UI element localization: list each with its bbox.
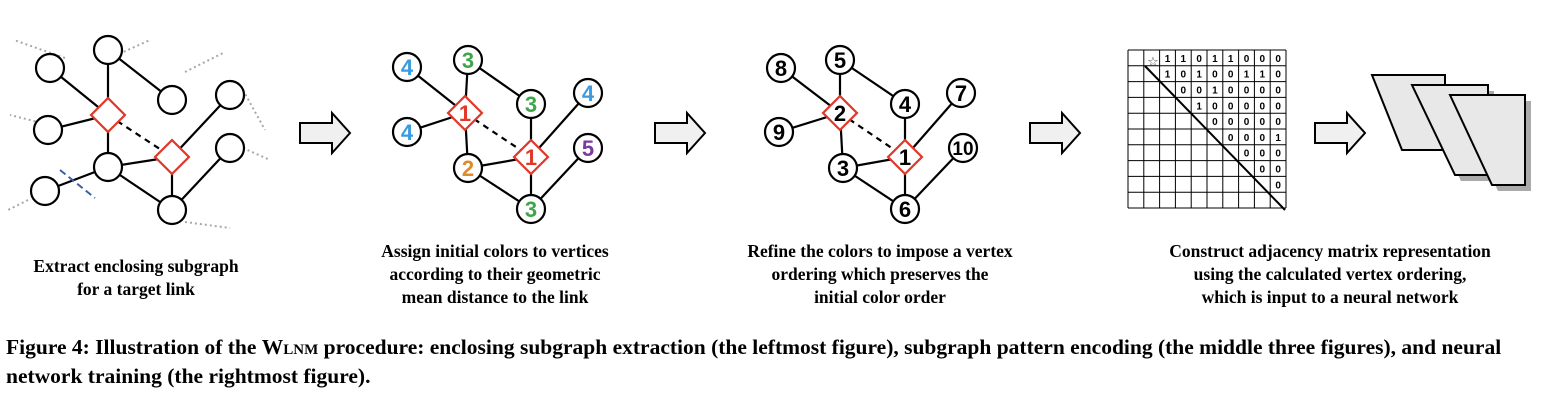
arrow-1 xyxy=(299,110,352,156)
star-icon: ☆ xyxy=(1147,54,1159,69)
matrix-cell-value: 1 xyxy=(1181,54,1187,65)
panel-assign-graph xyxy=(391,44,604,225)
matrix-cell-value: 0 xyxy=(1260,117,1266,128)
figure-caption: Figure 4: Illustration of the Wlnm proce… xyxy=(6,333,1546,391)
node-label: 9 xyxy=(773,120,785,145)
matrix-cell-value: 0 xyxy=(1244,86,1250,97)
matrix-cell-value: 0 xyxy=(1244,117,1250,128)
matrix-cell-value: 0 xyxy=(1244,54,1250,65)
matrix-cell-value: 0 xyxy=(1196,54,1202,65)
caption-prefix: Figure 4: Illustration of the xyxy=(6,335,262,359)
adjacency-matrix: 1 1 0 1 1 0 0 01 0 1 0 0 1 1 00 0 1 0 0 0 01 0 0 0 0 00 0 0 0 00 0 0 10 0… xyxy=(1127,49,1287,211)
node-label: 3 xyxy=(525,197,537,222)
matrix-cell-value: 0 xyxy=(1244,149,1250,160)
node-label: 2 xyxy=(834,101,846,126)
matrix-cell-value: 0 xyxy=(1275,86,1281,97)
node-label: 4 xyxy=(401,120,414,145)
matrix-cell-value: 0 xyxy=(1228,86,1234,97)
neural-network-icon xyxy=(1370,74,1531,191)
matrix-cell-value: 0 xyxy=(1275,149,1281,160)
matrix-cell-value: 1 xyxy=(1212,86,1218,97)
caption-suffix: procedure: enclosing subgraph extraction… xyxy=(6,335,1502,388)
matrix-cell-value: 1 xyxy=(1165,70,1171,81)
matrix-cell-value: 0 xyxy=(1275,165,1281,176)
node-label: 8 xyxy=(775,56,787,81)
matrix-cell-value: 0 xyxy=(1260,133,1266,144)
node-label: 5 xyxy=(582,136,594,161)
panel-extract-graph xyxy=(7,34,271,229)
matrix-cell-value: 0 xyxy=(1275,70,1281,81)
panel-refine-graph xyxy=(763,44,979,225)
node-label: 1 xyxy=(525,145,537,170)
panel-assign-labels: 3 4 1 3 4 4 2 1 5 3 xyxy=(401,48,595,222)
matrix-cell-value: 1 xyxy=(1212,54,1218,65)
node-label: 1 xyxy=(459,101,471,126)
node-label: 4 xyxy=(582,81,595,106)
matrix-cell-value: 0 xyxy=(1260,86,1266,97)
matrix-cell-value: 0 xyxy=(1228,133,1234,144)
node-label: 1 xyxy=(899,145,911,170)
matrix-cell-value: 0 xyxy=(1196,86,1202,97)
matrix-cell-value: 0 xyxy=(1212,101,1218,112)
arrow-4 xyxy=(1314,110,1367,156)
matrix-cell-value: 1 xyxy=(1228,54,1234,65)
figure-illustration: 3 4 1 3 4 4 2 1 5 3 xyxy=(7,34,1531,229)
node-label: 6 xyxy=(899,197,911,222)
method-name: Wlnm xyxy=(261,335,319,359)
matrix-cell-value: 0 xyxy=(1260,165,1266,176)
panel-refine-labels: 5 8 2 4 7 9 3 1 10 6 xyxy=(773,48,974,222)
node-label: 10 xyxy=(952,139,973,160)
panel-caption-construct: Construct adjacency matrix representatio… xyxy=(1169,241,1491,307)
matrix-cell-value: 1 xyxy=(1260,70,1266,81)
matrix-cell-value: 0 xyxy=(1260,54,1266,65)
matrix-cell-value: 1 xyxy=(1196,101,1202,112)
arrow-2 xyxy=(654,110,707,156)
node-label: 4 xyxy=(899,92,912,117)
matrix-cell-value: 0 xyxy=(1244,133,1250,144)
node-label: 2 xyxy=(462,156,474,181)
node-label: 7 xyxy=(955,81,967,106)
matrix-cell-value: 0 xyxy=(1275,180,1281,191)
matrix-cell-value: 0 xyxy=(1260,149,1266,160)
matrix-cell-value: 1 xyxy=(1196,70,1202,81)
node-label: 3 xyxy=(462,48,474,73)
matrix-cell-value: 0 xyxy=(1260,101,1266,112)
matrix-cell-value: 0 xyxy=(1181,70,1187,81)
panel-caption-refine: Refine the colors to impose a vertex ord… xyxy=(747,241,1013,307)
arrow-3 xyxy=(1029,110,1082,156)
matrix-cell-value: 0 xyxy=(1212,70,1218,81)
matrix-cell-value: 0 xyxy=(1228,117,1234,128)
node-label: 3 xyxy=(837,156,849,181)
matrix-cell-value: 0 xyxy=(1275,117,1281,128)
panel-caption-extract: Extract enclosing subgraph for a target … xyxy=(33,256,239,299)
node-label: 4 xyxy=(401,55,414,80)
matrix-cell-value: 0 xyxy=(1275,54,1281,65)
matrix-cell-value: 0 xyxy=(1244,101,1250,112)
matrix-cell-value: 0 xyxy=(1181,86,1187,97)
matrix-cell-value: 1 xyxy=(1244,70,1250,81)
matrix-cell-value: 0 xyxy=(1275,101,1281,112)
node-label: 5 xyxy=(834,48,846,73)
panel-caption-assign: Assign initial colors to vertices accord… xyxy=(381,241,609,307)
matrix-cell-value: 0 xyxy=(1212,117,1218,128)
matrix-cell-value: 0 xyxy=(1228,70,1234,81)
matrix-cell-value: 1 xyxy=(1275,133,1281,144)
node-label: 3 xyxy=(525,92,537,117)
matrix-cell-value: 1 xyxy=(1165,54,1171,65)
matrix-cell-value: 0 xyxy=(1228,101,1234,112)
